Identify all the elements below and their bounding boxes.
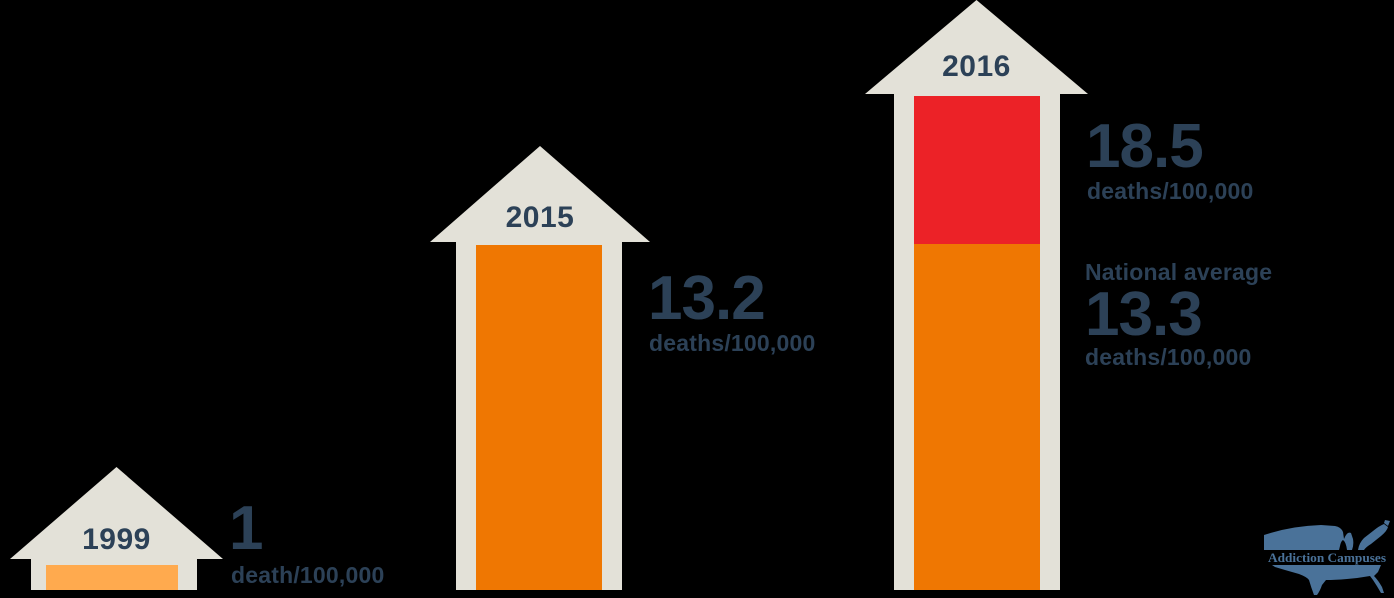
stat-value-2015: 13.2 bbox=[648, 264, 766, 333]
bar-2015 bbox=[476, 245, 602, 590]
stat-unit-2015: deaths/100,000 bbox=[649, 330, 816, 356]
national-average-label: National average bbox=[1085, 259, 1273, 285]
stat-value-1999: 1 bbox=[229, 494, 263, 563]
logo-text-band bbox=[1261, 550, 1393, 565]
usa-map-maine bbox=[1384, 520, 1390, 526]
bar-2016-base bbox=[914, 244, 1040, 590]
stat-unit-1999: death/100,000 bbox=[231, 562, 385, 588]
national-average-value: 13.3 bbox=[1085, 280, 1203, 349]
usa-map-south bbox=[1272, 565, 1384, 595]
year-label-2016: 2016 bbox=[942, 50, 1011, 83]
usa-map-northeast bbox=[1358, 524, 1388, 550]
stat-unit-2016: deaths/100,000 bbox=[1087, 178, 1254, 204]
stat-value-2016: 18.5 bbox=[1086, 112, 1204, 181]
usa-map-north bbox=[1264, 525, 1354, 550]
bar-1999 bbox=[46, 565, 178, 590]
bar-2016-above-average bbox=[914, 96, 1040, 244]
addiction-campuses-logo: Addiction Campuses bbox=[1261, 520, 1393, 595]
logo-wordmark: Addiction Campuses bbox=[1268, 550, 1386, 565]
year-label-2015: 2015 bbox=[505, 201, 575, 234]
national-average-unit: deaths/100,000 bbox=[1085, 344, 1252, 370]
year-label-1999: 1999 bbox=[82, 523, 151, 556]
